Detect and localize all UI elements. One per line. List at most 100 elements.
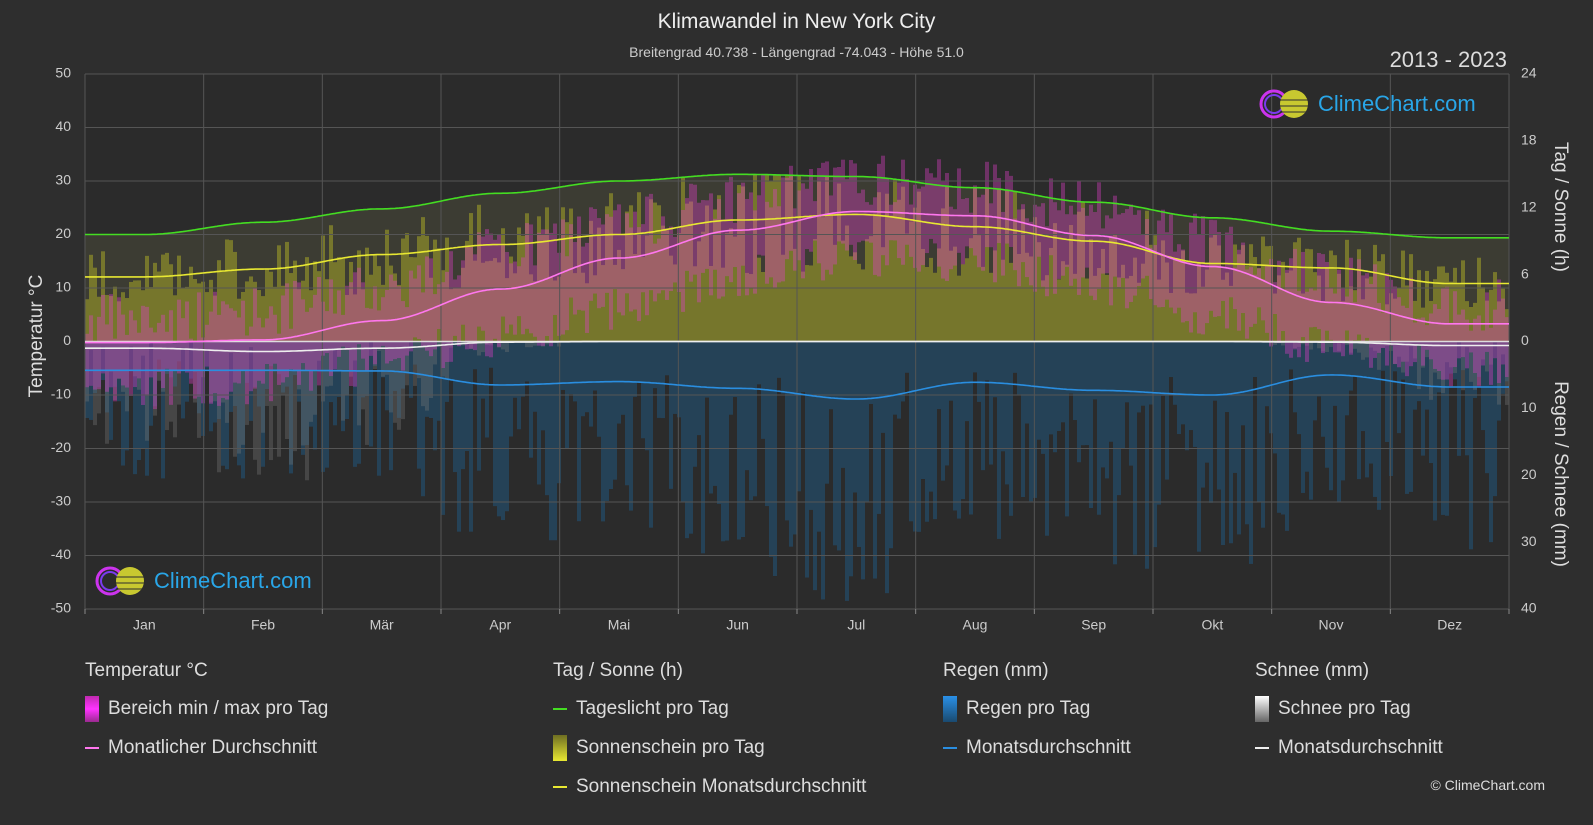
legend-label: Sonnenschein Monatsdurchschnitt	[576, 776, 867, 797]
rain-day-bar	[113, 341, 117, 387]
rain-day-bar	[1473, 341, 1477, 398]
right-bottom-tick-label: 40	[1521, 600, 1537, 616]
daylight-day-bar	[381, 208, 385, 342]
rain-day-bar	[721, 341, 725, 542]
temp-range-day-bar	[473, 254, 477, 351]
temp-avg-swatch	[85, 747, 99, 749]
temp-range-day-bar	[961, 199, 965, 265]
snow-day-bar	[1445, 341, 1449, 363]
snow-day-bar	[109, 341, 113, 372]
sunshine-day-bar	[1165, 262, 1169, 342]
temp-range-day-bar	[217, 314, 221, 406]
rain-day-bar	[1465, 341, 1469, 456]
left-tick-label: 50	[55, 65, 71, 81]
sunshine-day-bar	[1437, 266, 1441, 342]
sunshine-day-bar	[1489, 289, 1493, 342]
rain-day-bar	[885, 341, 889, 594]
snow-day-bar	[269, 341, 273, 461]
snow-day-bar	[1273, 341, 1277, 345]
temp-range-day-bar	[1105, 215, 1109, 274]
sunshine-day-bar	[1157, 279, 1161, 342]
sunshine-day-bar	[989, 272, 993, 342]
snow-day-bar	[273, 341, 277, 406]
temp-range-day-bar	[441, 282, 445, 369]
rain-day-bar	[425, 341, 429, 417]
snow-day-bar	[1349, 341, 1353, 353]
sunshine-day-bar	[1013, 191, 1017, 342]
rain-day-bar	[169, 341, 173, 378]
sunshine-day-bar	[869, 236, 873, 342]
rain-day-bar	[733, 341, 737, 398]
snow-day-bar	[229, 341, 233, 353]
daylight-day-bar	[185, 230, 189, 342]
rain-day-bar	[129, 341, 133, 370]
temp-range-day-bar	[85, 333, 89, 388]
rain-day-bar	[805, 341, 809, 578]
logo-text: ClimeChart.com	[1318, 91, 1476, 116]
temp-range-day-bar	[841, 159, 845, 244]
sunshine-day-bar	[349, 261, 353, 342]
temp-range-day-bar	[1429, 313, 1433, 360]
sunshine-day-bar	[597, 227, 601, 342]
temp-range-day-bar	[909, 204, 913, 257]
sunshine-day-bar	[697, 241, 701, 342]
logo-top[interactable]: ClimeChart.com	[1258, 87, 1476, 121]
sunshine-day-bar	[101, 251, 105, 342]
sunshine-day-bar	[721, 267, 725, 342]
rain-day-bar	[865, 341, 869, 502]
temp-range-day-bar	[465, 246, 469, 350]
temp-range-day-bar	[181, 318, 185, 370]
temp-range-day-bar	[925, 168, 929, 254]
rain-day-bar	[1485, 341, 1489, 474]
temp-range-day-bar	[1277, 260, 1281, 344]
sunshine-day-bar	[141, 290, 145, 342]
temp-range-day-bar	[449, 251, 453, 362]
sunshine-day-bar	[365, 247, 369, 342]
rain-day-bar	[961, 341, 965, 500]
temp-range-day-bar	[597, 218, 601, 309]
snow-day-bar	[481, 341, 485, 353]
logo-bottom[interactable]: ClimeChart.com	[94, 564, 312, 598]
sunshine-day-bar	[1081, 201, 1085, 342]
sunshine-day-bar	[1093, 275, 1097, 342]
sunshine-day-bar	[1265, 246, 1269, 342]
temp-range-day-bar	[1417, 318, 1421, 345]
temp-range-day-bar	[157, 322, 161, 372]
temp-range-day-bar	[109, 294, 113, 388]
temp-range-day-bar	[1153, 245, 1157, 306]
temp-range-day-bar	[573, 242, 577, 315]
sunshine-day-bar	[185, 286, 189, 342]
rain-day-bar	[301, 341, 305, 455]
temp-range-day-bar	[513, 261, 517, 335]
legend-label: Tageslicht pro Tag	[576, 698, 729, 719]
daylight-day-bar	[1041, 196, 1045, 342]
rain-day-bar	[1333, 341, 1337, 406]
snow-day-bar	[245, 341, 249, 425]
temp-range-day-bar	[1317, 252, 1321, 330]
sunshine-day-bar	[1413, 300, 1417, 342]
daylight-day-bar	[801, 175, 805, 342]
rain-day-bar	[1177, 341, 1181, 435]
daylight-day-bar	[933, 184, 937, 342]
sunshine-day-bar	[769, 181, 773, 342]
rain-day-bar	[569, 341, 573, 395]
temp-range-day-bar	[1021, 204, 1025, 263]
sunshine-day-bar	[445, 237, 449, 342]
temp-range-day-bar	[481, 236, 485, 331]
daylight-day-bar	[585, 183, 589, 342]
sunshine-day-bar	[813, 239, 817, 342]
temp-range-day-bar	[553, 223, 557, 315]
rain-day-bar	[769, 341, 773, 557]
temp-range-day-bar	[1273, 282, 1277, 315]
snow-day-bar	[1421, 341, 1425, 368]
rain-day-bar	[1397, 341, 1401, 434]
rain-day-bar	[481, 341, 485, 399]
temp-range-day-bar	[1229, 226, 1233, 298]
temp-range-day-bar	[1201, 216, 1205, 335]
temp-range-day-bar	[1005, 170, 1009, 244]
temp-range-day-bar	[401, 301, 405, 371]
rain-day-bar	[857, 341, 861, 547]
sunshine-day-bar	[1037, 242, 1041, 342]
sunshine-day-bar	[413, 257, 417, 342]
snow-day-bar	[253, 341, 257, 460]
